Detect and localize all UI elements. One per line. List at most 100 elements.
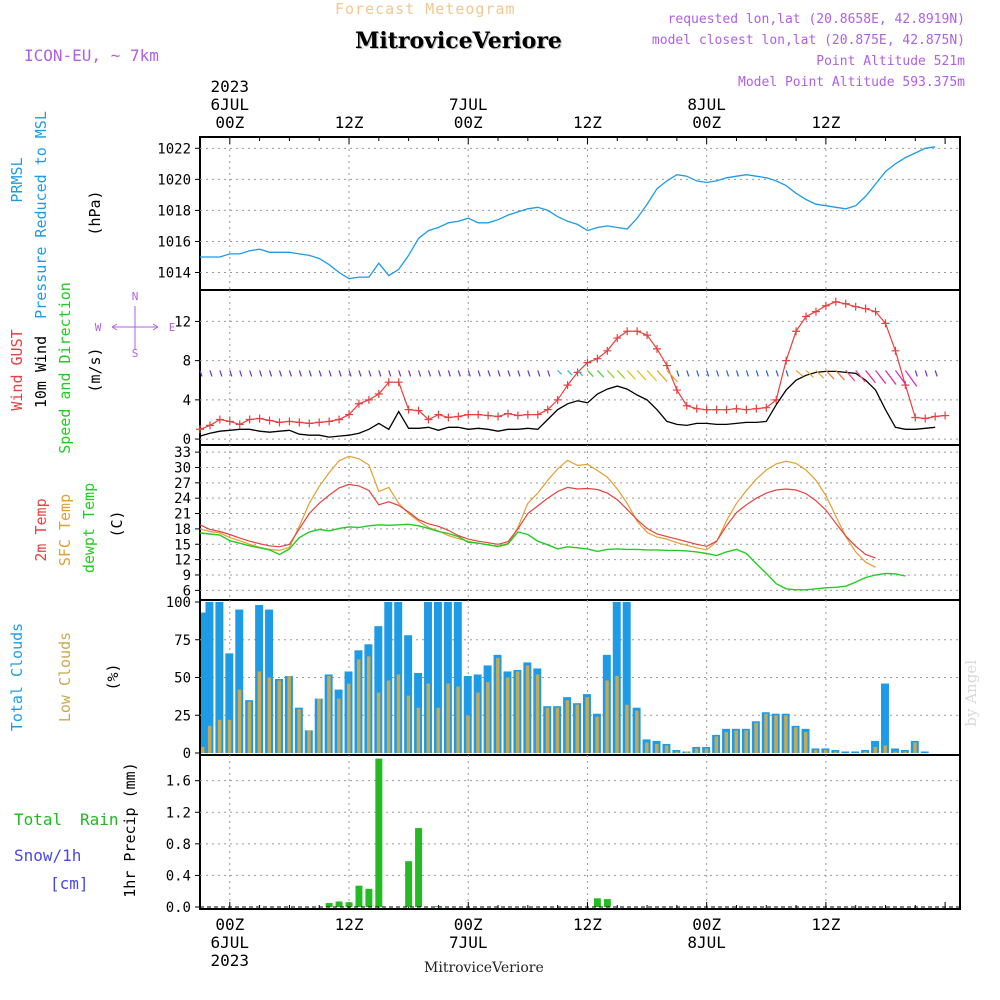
wind-10m-label: 10m Wind [32,336,50,408]
low-cloud-bar [724,731,729,753]
low-cloud-bar [446,683,450,753]
time-label-hour: 12Z [573,113,602,132]
time-label-hour: 00Z [454,915,483,934]
wind-direction-arrow [805,370,814,378]
wind-direction-arrow [765,370,769,377]
wind-direction-arrow [368,370,372,377]
panel-frame-2 [199,444,961,601]
wind-gust-marker [553,395,562,404]
low-cloud-bar [307,730,311,753]
wind-gust-marker [543,405,552,414]
wind-direction-arrow [209,370,213,377]
precip-unit: 1hr Precip (mm) [121,762,139,897]
wind-direction-arrow [408,370,412,377]
total-cloud-bar [433,602,442,753]
precip-bar [365,888,373,907]
time-label-date: 8JUL [687,95,726,114]
low-cloud-bar [237,689,242,753]
wind-gust-marker [802,312,811,321]
wind-direction-arrow [229,370,233,377]
low-cloud-bar [247,701,252,753]
wind-gust-marker [851,302,860,311]
wind-gust-marker [235,420,244,429]
y-tick-label: 1016 [157,234,191,250]
wind-gust-marker [722,405,731,414]
wind-direction-arrow [725,370,730,377]
y-tick-label: 1014 [157,265,191,281]
wind-direction-arrow [596,370,605,378]
dewpoint-label: dewpt Temp [80,483,98,573]
low-cloud-bar [396,674,401,753]
low-cloud-bar [684,751,689,753]
low-cloud-bar [813,749,818,753]
wind-direction-arrow [676,370,680,377]
low-cloud-bar [903,751,907,753]
total-cloud-bar [424,602,432,753]
wind-direction-arrow [686,370,690,377]
closest-coords: model closest lon,lat (20.875E, 42.875N) [651,33,965,48]
wind-direction-arrow [328,370,332,377]
low-cloud-bar [704,748,709,753]
wind-gust-marker [404,405,413,414]
wind-direction-arrow [507,370,511,377]
wind-gust-marker [315,418,324,427]
low-cloud-bar [456,686,460,753]
low-cloud-bar [515,671,520,753]
low-cloud-bar [217,719,222,753]
total-cloud-bar [374,626,383,753]
wind-gust-marker [255,414,264,423]
wind-direction-arrow [308,370,312,377]
y-tick-label: 15 [174,537,191,553]
low-cloud-bar [386,680,391,753]
y-tick-label: 1018 [157,203,191,219]
wind-gust-marker [911,413,920,422]
y-tick-label: 50 [174,671,191,687]
precip-bar [593,898,601,907]
total-cloud-bar [871,740,880,753]
compass-s: S [132,347,139,360]
time-label-hour: 12Z [335,113,364,132]
wind-direction-arrow [249,370,253,377]
pressure-label-long: Pressure Reduced to MSL [32,111,50,319]
low-cloud-bar [823,749,828,753]
dewpoint-line [199,523,906,591]
y-tick-label: 0 [183,432,191,448]
total-cloud-bar [881,683,889,753]
time-label-year: 2023 [211,951,250,970]
wind-direction-arrow [587,370,594,377]
y-tick-label: 1.6 [166,774,191,790]
coordinates-block: requested lon,lat (20.8658E, 42.8919N) m… [652,9,965,93]
precip-total-label: Total [14,810,63,829]
wind-gust-marker [494,412,503,421]
low-cloud-bar [784,715,788,753]
wind-gust-marker [633,327,642,336]
wind-gust-marker [662,361,671,370]
wind-direction-arrow [775,370,779,377]
low-cloud-bar [744,730,748,753]
wind-direction-arrow [885,370,897,385]
wind-direction-arrow [417,370,422,377]
wind-gust-marker [931,412,940,421]
y-tick-label: 100 [166,595,191,611]
low-cloud-bar [327,675,331,753]
wind-gust-marker [335,415,344,424]
wind-direction-arrow [259,370,263,377]
total-cloud-bar [920,751,929,753]
y-tick-label: 30 [174,460,191,476]
wind-gust-marker [603,346,612,355]
y-tick-label: 4 [183,393,191,409]
wind-direction-arrow [865,370,876,384]
temp-2m-label: 2m Temp [32,498,50,561]
wind-direction-arrow [825,370,835,380]
wind-gust-marker [861,304,870,313]
compass-e: E [169,321,176,334]
wind-gust-marker [792,327,801,336]
wind-gust-marker [732,404,741,413]
wind-direction-arrow [845,370,856,382]
wind-gust-marker [871,307,880,316]
low-cloud-bar [863,751,868,753]
wind-gust-marker [305,419,314,428]
wind-direction-arrow [547,370,551,377]
time-label-hour: 00Z [454,113,483,132]
total-cloud-bar [205,602,214,753]
